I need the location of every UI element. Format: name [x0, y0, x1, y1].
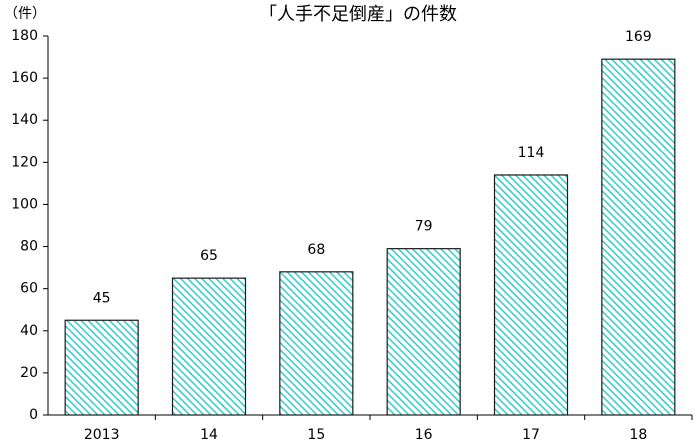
- x-tick-label: 18: [629, 427, 647, 443]
- y-tick-label: 160: [11, 70, 38, 86]
- y-tick-label: 140: [11, 112, 38, 128]
- data-label: 68: [307, 242, 325, 258]
- chart-title: 「人手不足倒産」の件数: [259, 4, 457, 25]
- y-tick-label: 60: [20, 281, 38, 297]
- bar: [64, 319, 139, 416]
- y-tick-label: 100: [11, 196, 38, 212]
- bar: [386, 248, 461, 416]
- x-tick-label: 14: [200, 427, 218, 443]
- data-label: 65: [200, 248, 218, 264]
- data-label: 114: [518, 145, 545, 161]
- x-tick-label: 15: [307, 427, 325, 443]
- bar: [493, 174, 569, 416]
- y-tick-label: 20: [20, 365, 38, 381]
- y-tick-label: 80: [20, 239, 38, 255]
- y-axis-label: （件）: [4, 6, 46, 22]
- y-tick-label: 0: [29, 407, 38, 423]
- y-tick-label: 120: [11, 154, 38, 170]
- data-label: 79: [415, 219, 433, 235]
- bar: [171, 277, 247, 416]
- y-tick-label: 180: [11, 28, 38, 44]
- x-tick-label: 2013: [84, 427, 120, 443]
- data-label: 45: [93, 290, 111, 306]
- data-label: 169: [625, 29, 652, 45]
- x-tick-label: 17: [522, 427, 540, 443]
- y-tick-label: 40: [20, 323, 38, 339]
- x-tick-label: 16: [415, 427, 433, 443]
- bar: [601, 58, 676, 416]
- bar: [279, 271, 354, 416]
